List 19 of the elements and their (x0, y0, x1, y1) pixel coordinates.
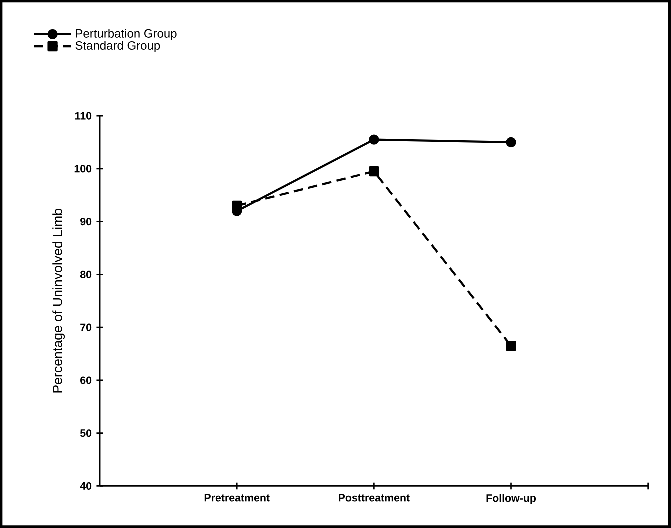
y-tick-label: 40 (80, 482, 92, 490)
x-tick-label: Posttreatment (339, 494, 410, 502)
point (232, 200, 242, 211)
y-tick-label: 50 (80, 429, 92, 437)
point (506, 137, 516, 148)
y-tick-label: 80 (80, 270, 92, 278)
point (369, 134, 380, 145)
point (506, 340, 516, 352)
x-tick-label: Follow-up (486, 494, 536, 504)
y-axis-title: Percentage of Uninvolved Limb (52, 208, 66, 393)
legend-label: Standard Group (76, 41, 160, 52)
point (369, 166, 380, 177)
legend-label: Perturbation Group (76, 28, 177, 40)
x-tick-label: Pretreatment (204, 494, 270, 502)
y-tick-label: 60 (80, 376, 92, 384)
y-tick-label: 100 (74, 165, 92, 173)
y-tick-label: 110 (75, 112, 92, 120)
y-tick-label: 90 (80, 218, 92, 226)
y-tick-label: 70 (80, 324, 92, 332)
